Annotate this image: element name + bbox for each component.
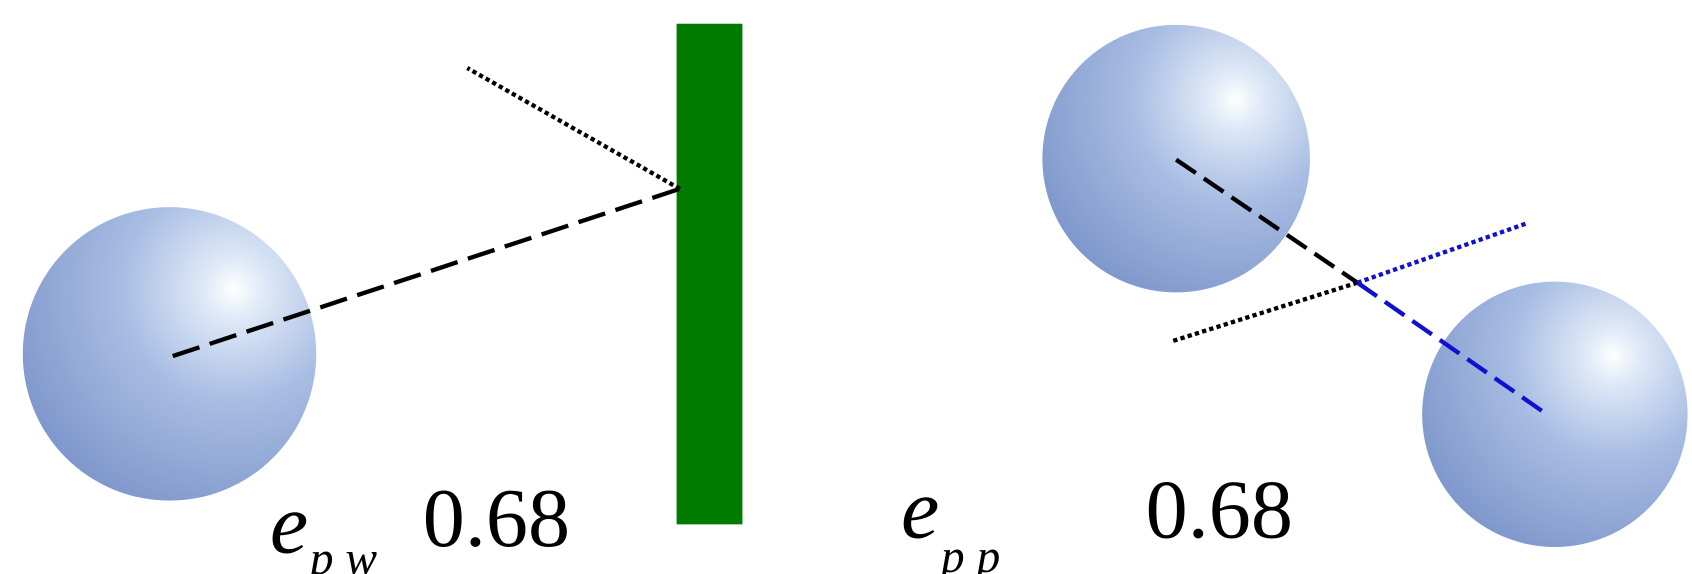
subscript: p p [938, 531, 1000, 574]
value: 0.68 [423, 472, 570, 565]
particle [23, 207, 316, 500]
rebound-path [467, 68, 680, 189]
subscript: p w [307, 533, 378, 574]
symbol: e [270, 475, 308, 571]
diagram: e p w 0.68 e p p 0.68 [0, 0, 1692, 574]
rebound-path [1357, 223, 1526, 282]
particle [1042, 25, 1310, 293]
wall [677, 24, 743, 525]
rebound-path [1173, 283, 1358, 341]
particle [1422, 282, 1687, 547]
page: e p w 0.68 e p p 0.68 (() => { const dat… [0, 0, 1692, 574]
symbol: e [901, 460, 939, 556]
value: 0.68 [1146, 463, 1293, 556]
